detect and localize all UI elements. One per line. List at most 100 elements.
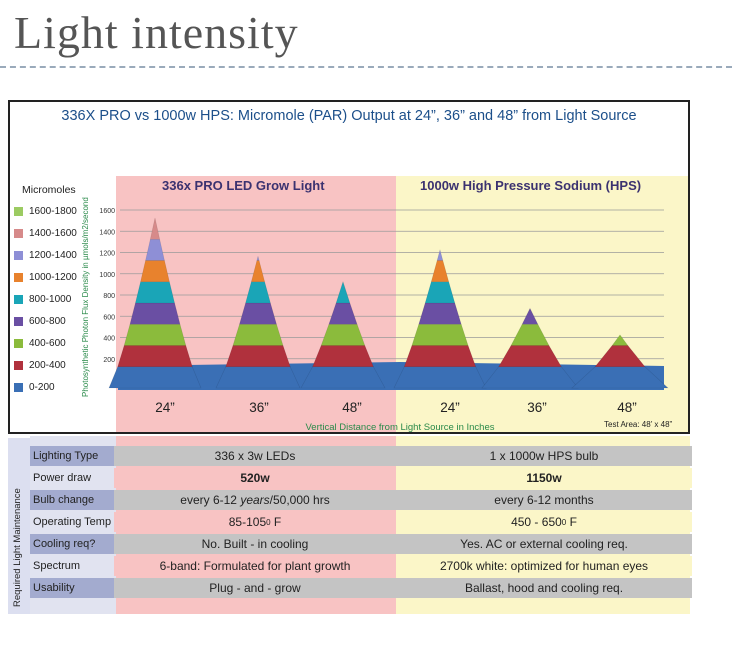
peak-band (430, 260, 450, 283)
peak-band (117, 345, 193, 368)
legend-item: 600-800 (14, 310, 114, 332)
table-row: Lighting Type 336 x 3w LEDs 1 x 1000w HP… (30, 446, 692, 466)
peak-band (418, 302, 462, 325)
legend-swatch (14, 250, 23, 260)
legend-item: 400-600 (14, 332, 114, 354)
legend-swatch (14, 228, 23, 238)
peak-band (149, 217, 161, 240)
y-tick-label: 1400 (99, 229, 115, 236)
led-cell: 520w (114, 468, 396, 488)
hps-cell: 1150w (396, 468, 692, 488)
peak-band (320, 323, 366, 346)
table-row: Cooling req? No. Built - in cooling Yes.… (30, 534, 692, 554)
test-area-note: Test Area: 48’ x 48” (604, 420, 673, 429)
hps-cell-part: 450 - 650 (511, 515, 562, 529)
legend-swatch (14, 294, 23, 304)
x-tick-label: 48” (617, 400, 637, 415)
legend-swatch (14, 316, 23, 326)
degree-superscript: 0 (266, 517, 271, 527)
led-cell: No. Built - in cooling (114, 534, 396, 554)
led-cell-part: F (270, 515, 282, 529)
peak-band (256, 256, 260, 261)
table-row: Operating Temp 85-105 0 F 450 - 650 0 F (30, 512, 692, 532)
y-tick-label: 200 (103, 357, 115, 364)
peak-band (335, 280, 351, 304)
legend-item: 200-400 (14, 354, 114, 376)
legend-swatch (14, 338, 23, 348)
table-side-label: Required Light Maintenance (12, 488, 23, 607)
legend-label: 1000-1200 (29, 271, 77, 283)
row-label: Spectrum (30, 556, 114, 576)
y-tick-label: 1000 (99, 272, 115, 279)
led-cell: Plug - and - grow (114, 578, 396, 598)
led-cell-part: /50,000 hrs (269, 493, 330, 507)
peak-band (140, 260, 170, 283)
legend: Micromoles 1600-1800 1400-1600 1200-1400 10… (14, 184, 114, 398)
row-label: Usability (30, 578, 114, 598)
x-tick-label: 24” (440, 400, 460, 415)
table-row: Spectrum 6-band: Formulated for plant gr… (30, 556, 692, 576)
legend-label: 0-200 (29, 381, 55, 393)
x-tick-label: 24” (155, 400, 175, 415)
peak-band (481, 366, 579, 389)
peak-band (424, 281, 456, 304)
x-tick-label: 48” (342, 400, 362, 415)
y-tick-label: 400 (103, 336, 115, 343)
legend-label: 1200-1400 (29, 249, 77, 261)
peak-band (498, 345, 562, 368)
peak-band (232, 323, 284, 346)
led-cell: 6-band: Formulated for plant growth (114, 556, 396, 576)
degree-superscript: 0 (561, 517, 567, 527)
peak-band (411, 323, 469, 346)
led-cell: 336 x 3w LEDs (114, 446, 396, 466)
peak-band (135, 281, 175, 304)
legend-item: 0-200 (14, 376, 114, 398)
led-zone-title: 336x PRO LED Grow Light (162, 178, 325, 193)
hps-cell: every 6-12 months (396, 490, 692, 510)
legend-label: 1400-1600 (29, 227, 77, 239)
row-label: Lighting Type (30, 446, 114, 466)
y-tick-label: 600 (103, 314, 115, 321)
table-row: Usability Plug - and - grow Ballast, hoo… (30, 578, 692, 598)
row-label: Bulb change (30, 490, 114, 510)
peak-band (108, 366, 202, 389)
led-cell-emphasis: years (240, 493, 270, 507)
row-label: Power draw (30, 468, 114, 488)
peak-band (215, 366, 301, 389)
chart-title: 336X PRO vs 1000w HPS: Micromole (PAR) O… (61, 108, 637, 124)
peak-band (521, 307, 539, 325)
legend-item: 1400-1600 (14, 222, 114, 244)
hps-cell: 1 x 1000w HPS bulb (396, 446, 692, 466)
led-cell-part: every 6-12 (180, 493, 241, 507)
peak-band (328, 302, 358, 325)
legend-swatch (14, 382, 23, 392)
led-cell-part: 85-105 (228, 515, 267, 529)
peak-band (436, 248, 444, 261)
peak-band (123, 323, 187, 346)
legend-label: 400-600 (29, 337, 66, 349)
peak-band (300, 366, 386, 389)
legend-label: 600-800 (29, 315, 66, 327)
hps-cell-part: F (566, 515, 577, 529)
led-cell: 85-105 0 F (114, 512, 396, 532)
peak-band (611, 334, 629, 346)
peak-band (312, 345, 374, 368)
legend-title: Micromoles (22, 184, 76, 196)
title-divider (0, 66, 732, 68)
peak-band (129, 302, 181, 325)
table-row: Power draw 520w 1150w (30, 468, 692, 488)
led-cell: every 6-12 years/50,000 hrs (114, 490, 396, 510)
peak-band (239, 302, 277, 325)
y-tick-label: 800 (103, 293, 115, 300)
legend-swatch (14, 206, 23, 216)
hps-cell: 2700k white: optimized for human eyes (396, 556, 692, 576)
legend-item: 1200-1400 (14, 244, 114, 266)
hps-cell: Yes. AC or external cooling req. (396, 534, 692, 554)
row-label: Cooling req? (30, 534, 114, 554)
peak-band (225, 345, 291, 368)
hps-cell: 450 - 650 0 F (396, 512, 692, 532)
peak-band (145, 238, 165, 261)
x-tick-label: 36” (527, 400, 547, 415)
legend-item: 800-1000 (14, 288, 114, 310)
